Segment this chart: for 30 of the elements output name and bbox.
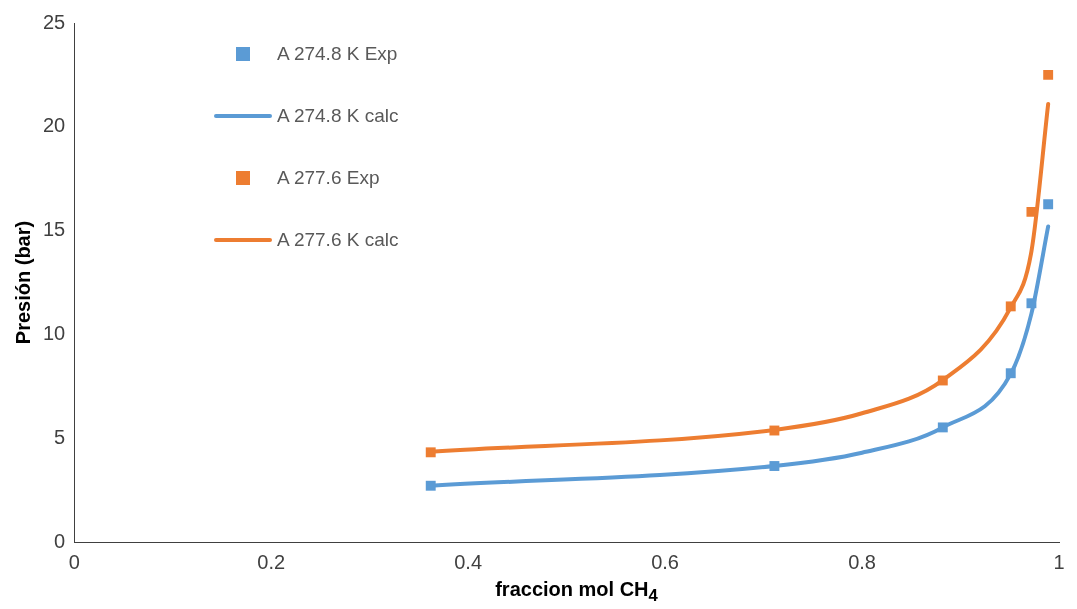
x-tick-label: 0.4 (454, 550, 483, 573)
y-tick-label: 0 (54, 529, 66, 552)
point (769, 461, 780, 471)
x-tick-label: 0.2 (257, 550, 286, 573)
y-tick-label: 5 (54, 425, 66, 448)
y-axis-title: Presión (bar) (11, 220, 34, 345)
x-axis-title: fraccion mol CH$_{4}$ (494, 578, 659, 606)
point (1043, 69, 1054, 80)
point (425, 480, 436, 491)
point (1043, 199, 1054, 210)
point (1026, 298, 1037, 309)
point (1005, 301, 1016, 312)
legend-label: A 274.8 K calc (277, 105, 399, 127)
point (937, 375, 948, 386)
y-tick-label: 20 (43, 114, 66, 137)
x-tick-label: 1 (1053, 550, 1065, 573)
point (1026, 206, 1037, 217)
legend-label: A 274.8 K Exp (277, 43, 398, 65)
x-tick-label: 0.6 (651, 550, 679, 573)
point (937, 422, 948, 433)
legend-label: A 277.6 Exp (277, 167, 380, 189)
y-tick-label: 10 (43, 321, 66, 344)
point (769, 425, 780, 436)
x-tick-label: 0.8 (848, 550, 876, 573)
x-tick-label: 0 (68, 550, 80, 573)
y-tick-label: 15 (43, 218, 66, 241)
point (1005, 368, 1016, 379)
legend-label: A 277.6 K calc (277, 229, 399, 251)
y-tick-label: 25 (43, 10, 66, 33)
point (425, 447, 436, 458)
